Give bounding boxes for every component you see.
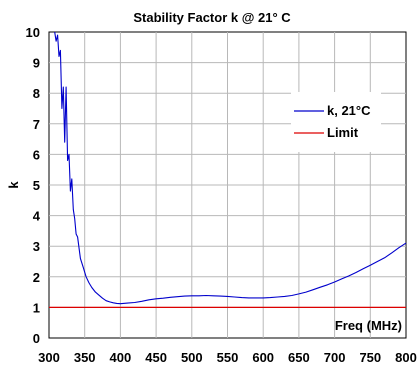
y-tick-label: 0 [33,331,40,346]
x-tick-label: 700 [324,350,346,365]
y-tick-label: 5 [33,178,40,193]
y-tick-label: 4 [33,209,41,224]
y-tick-label: 7 [33,117,40,132]
x-tick-label: 450 [145,350,167,365]
x-axis-label: Freq (MHz) [335,318,402,333]
x-tick-label: 500 [181,350,203,365]
y-tick-label: 9 [33,56,40,71]
chart-title: Stability Factor k @ 21° C [133,10,291,25]
x-tick-label: 350 [74,350,96,365]
y-tick-label: 10 [26,25,40,40]
legend-box [291,92,381,152]
series-line-k [54,31,407,305]
y-tick-label: 3 [33,239,40,254]
y-tick-label: 1 [33,300,40,315]
x-axis: 300 350 400 450 500 550 600 650 700 750 800 [38,350,417,365]
x-tick-label: 750 [359,350,381,365]
y-axis-label: k [6,181,21,189]
x-tick-label: 800 [395,350,417,365]
legend-label-limit: Limit [327,125,359,140]
y-axis: 0 1 2 3 4 5 6 7 8 9 10 [26,25,41,346]
x-tick-label: 600 [252,350,274,365]
x-tick-label: 300 [38,350,60,365]
y-tick-label: 2 [33,270,40,285]
x-tick-label: 650 [288,350,310,365]
x-tick-label: 400 [110,350,132,365]
x-tick-label: 550 [217,350,239,365]
legend: k, 21°C Limit [291,92,381,152]
series-layer [49,31,407,309]
legend-label-k: k, 21°C [327,103,371,118]
y-tick-label: 8 [33,86,40,101]
y-tick-label: 6 [33,147,40,162]
